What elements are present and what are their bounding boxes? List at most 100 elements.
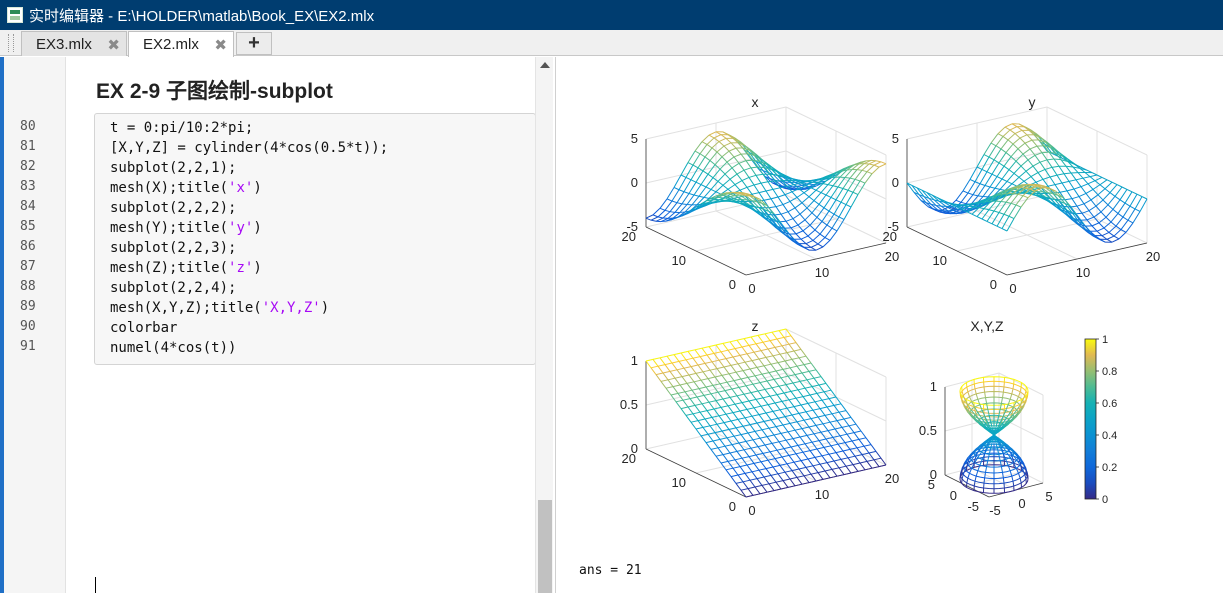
code-line[interactable]: subplot(2,2,3);: [110, 240, 237, 256]
code-editor[interactable]: 80 81 82 83 84 85 86 87 88 89 90 91 EX 2-9 子图绘制-sub…: [0, 57, 555, 593]
mesh-line: [779, 463, 788, 466]
mesh-line: [715, 398, 724, 402]
mesh-line: [759, 198, 768, 206]
mesh-line: [788, 342, 797, 345]
mesh-line: [738, 442, 745, 451]
mesh-line: [861, 163, 870, 171]
mesh-line: [987, 440, 992, 448]
code-line[interactable]: subplot(2,2,4);: [110, 280, 237, 296]
scroll-thumb[interactable]: [538, 500, 552, 593]
mesh-line: [738, 163, 745, 171]
mesh-line: [974, 410, 977, 415]
mesh-line: [1001, 169, 1010, 180]
mesh-line: [952, 209, 961, 213]
axis-line: [1006, 242, 1148, 276]
mesh-line: [674, 377, 681, 386]
tab-ex2[interactable]: EX2.mlx ✖: [128, 31, 234, 57]
close-icon[interactable]: ✖: [107, 37, 120, 54]
mesh-line: [683, 191, 690, 194]
mesh-line: [709, 369, 716, 378]
mesh-line: [795, 451, 804, 455]
mesh-line: [986, 422, 989, 426]
code-line[interactable]: numel(4*cos(t)): [110, 340, 237, 356]
mesh-line: [1116, 184, 1123, 188]
mesh-line: [761, 485, 768, 493]
mesh-line: [834, 426, 843, 430]
tab-ex3[interactable]: EX3.mlx ✖: [21, 31, 127, 56]
mesh-line: [673, 352, 682, 356]
mesh-line: [969, 467, 973, 474]
mesh-line: [807, 229, 816, 237]
mesh-line: [769, 173, 778, 176]
mesh-line: [976, 166, 983, 170]
mesh-line: [746, 464, 753, 473]
mesh-line: [783, 175, 792, 179]
mesh-line: [853, 432, 860, 440]
tab-grip-handle[interactable]: [8, 34, 14, 52]
mesh-line: [825, 438, 832, 447]
mesh-line: [998, 212, 1005, 215]
mesh-line: [730, 363, 739, 366]
mesh-line: [844, 169, 853, 178]
mesh-line: [765, 190, 772, 200]
mesh-line: [785, 218, 794, 222]
mesh-line: [854, 455, 861, 464]
add-tab-button[interactable]: +: [236, 32, 272, 55]
code-line[interactable]: mesh(X);title('x'): [110, 180, 262, 196]
code-line[interactable]: mesh(Z);title('z'): [110, 260, 262, 276]
mesh-line: [1088, 205, 1097, 212]
mesh-line: [1003, 156, 1012, 167]
code-line[interactable]: t = 0:pi/10:2*pi;: [110, 120, 254, 136]
mesh-line: [1034, 155, 1041, 163]
mesh-line: [752, 437, 761, 441]
mesh-line: [819, 406, 828, 410]
mesh-line: [1019, 137, 1026, 144]
close-icon[interactable]: ✖: [214, 37, 227, 54]
code-line[interactable]: subplot(2,2,1);: [110, 160, 237, 176]
pane-divider[interactable]: [555, 57, 556, 593]
mesh-line: [814, 399, 823, 403]
mesh-line: [800, 180, 809, 184]
mesh-line: [1013, 206, 1022, 219]
mesh-line: [749, 368, 756, 377]
x-tick-label: 10: [815, 265, 829, 280]
code-line[interactable]: colorbar: [110, 320, 178, 336]
code-line[interactable]: mesh(Y);title('y'): [110, 220, 262, 236]
mesh-line: [659, 198, 668, 209]
mesh-line: [737, 472, 746, 476]
mesh-line: [783, 176, 790, 181]
mesh-line: [781, 345, 788, 353]
mesh-line: [758, 468, 767, 471]
mesh-line: [844, 442, 851, 450]
code-line[interactable]: subplot(2,2,2);: [110, 200, 237, 216]
mesh-line: [822, 477, 831, 480]
mesh-line: [1000, 466, 1003, 473]
mesh-line: [983, 142, 992, 155]
mesh-line: [1016, 411, 1021, 417]
colorbar-tick-label: 0.2: [1102, 462, 1117, 474]
code-block[interactable]: t = 0:pi/10:2*pi; [X,Y,Z] = cylinder(4*co…: [94, 113, 536, 365]
mesh-line: [742, 147, 749, 155]
code-line[interactable]: mesh(X,Y,Z);title('X,Y,Z'): [110, 300, 330, 316]
mesh-line: [999, 460, 1002, 467]
mesh-line: [966, 211, 973, 215]
mesh-line: [1073, 186, 1082, 190]
mesh-line: [780, 433, 787, 441]
code-line[interactable]: [X,Y,Z] = cylinder(4*cos(0.5*t));: [110, 140, 389, 156]
mesh-line: [997, 190, 1006, 196]
mesh-line: [730, 365, 737, 373]
mesh-line: [655, 217, 664, 222]
mesh-line: [978, 207, 985, 210]
mesh-line: [749, 478, 758, 481]
mesh-line: [768, 211, 777, 221]
mesh-line: [1034, 187, 1043, 192]
mesh-line: [749, 366, 758, 370]
mesh-line: [806, 377, 815, 381]
mesh-line: [734, 457, 743, 461]
mesh-line: [777, 360, 786, 364]
editor-scrollbar[interactable]: [535, 57, 553, 593]
scroll-up-arrow-icon[interactable]: [540, 62, 550, 68]
mesh-line: [685, 359, 692, 367]
mesh-line: [711, 141, 720, 149]
mesh-line: [817, 177, 826, 184]
